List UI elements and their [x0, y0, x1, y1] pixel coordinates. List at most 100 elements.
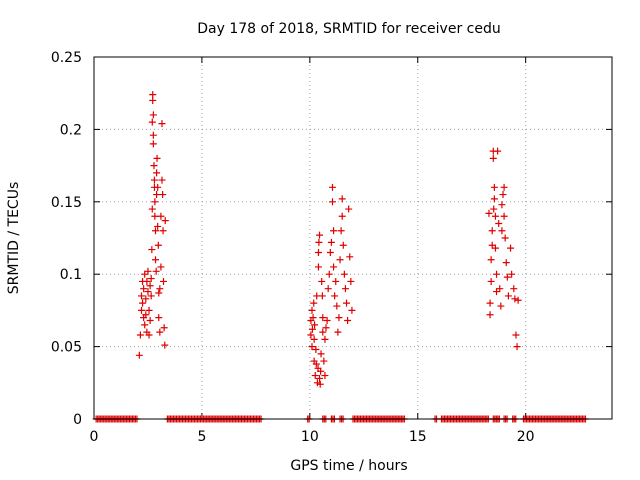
data-point	[340, 270, 348, 278]
data-point	[318, 277, 326, 285]
data-point	[155, 314, 163, 322]
data-point	[335, 314, 343, 322]
data-point	[499, 191, 507, 199]
data-point	[495, 220, 503, 228]
data-point	[328, 198, 336, 206]
ticks-layer: 0 0.05 0.1 0.15 0.2 0.25 0 5 10 15 20	[51, 50, 612, 445]
plot-frame	[93, 56, 613, 420]
data-point	[144, 288, 152, 296]
data-point	[500, 183, 508, 191]
data-point	[330, 227, 338, 235]
data-point	[331, 292, 339, 300]
data-point	[338, 212, 346, 220]
data-point	[317, 350, 325, 358]
y-axis-label: SRMTID / TECUs	[6, 182, 22, 295]
data-point	[157, 263, 165, 271]
data-point	[508, 270, 516, 278]
data-point	[327, 238, 335, 246]
data-point	[503, 273, 511, 281]
data-point	[308, 343, 316, 351]
data-point	[147, 275, 155, 283]
y-tick-label: 0.15	[51, 195, 82, 211]
data-point	[322, 324, 330, 332]
data-point	[146, 317, 154, 325]
data-point	[152, 256, 160, 264]
data-point	[490, 205, 498, 213]
data-point	[156, 328, 164, 336]
grid-layer	[94, 57, 612, 419]
data-point	[334, 328, 342, 336]
data-point	[504, 292, 512, 300]
chart-title: Day 178 of 2018, SRMTID for receiver ced…	[197, 21, 500, 37]
data-point	[309, 314, 317, 322]
data-point	[155, 289, 163, 297]
data-point	[341, 285, 349, 293]
data-point	[330, 263, 338, 271]
x-tick-label: 0	[90, 429, 99, 445]
data-point	[318, 292, 326, 300]
data-point	[149, 131, 157, 139]
data-point	[145, 306, 153, 314]
data-point	[142, 295, 150, 303]
data-point	[332, 277, 340, 285]
data-point	[141, 321, 149, 329]
data-point	[514, 296, 522, 304]
data-point	[308, 325, 316, 333]
data-point	[160, 324, 168, 332]
data-point	[507, 244, 515, 252]
data-point	[321, 372, 329, 380]
data-point	[149, 111, 157, 119]
data-point	[140, 285, 148, 293]
data-point	[511, 295, 519, 303]
data-point	[498, 227, 506, 235]
data-point	[315, 238, 323, 246]
data-point	[487, 277, 495, 285]
x-axis-label: GPS time / hours	[290, 458, 407, 474]
data-point	[150, 176, 158, 184]
data-point	[161, 217, 169, 225]
data-point	[148, 246, 156, 254]
data-point	[310, 299, 318, 307]
data-point	[154, 222, 162, 230]
data-point	[159, 277, 167, 285]
data-point	[328, 183, 336, 191]
data-point	[319, 328, 327, 336]
data-point	[323, 317, 331, 325]
data-point	[337, 227, 345, 235]
data-point	[316, 374, 324, 382]
data-point	[153, 154, 161, 162]
data-point	[154, 183, 162, 191]
data-point	[312, 345, 320, 353]
data-point	[144, 267, 152, 275]
x-tick-label: 20	[517, 429, 535, 445]
data-point	[487, 256, 495, 264]
data-point	[321, 335, 329, 343]
data-point	[147, 292, 155, 300]
data-point	[149, 96, 157, 104]
data-point	[346, 253, 354, 261]
y-tick-label: 0.05	[51, 340, 82, 356]
data-point	[490, 183, 498, 191]
y-tick-label: 0.25	[51, 50, 82, 66]
data-point	[148, 205, 156, 213]
data-point	[491, 212, 499, 220]
data-point	[311, 321, 319, 329]
data-point	[148, 118, 156, 126]
data-point	[345, 205, 353, 213]
data-point	[510, 285, 518, 293]
x-tick-label: 15	[409, 429, 427, 445]
data-point	[154, 241, 162, 249]
y-tick-label: 0.1	[60, 267, 82, 283]
data-point	[137, 306, 145, 314]
data-point	[348, 306, 356, 314]
data-point	[307, 331, 315, 339]
data-point	[316, 380, 324, 388]
x-tick-label: 10	[301, 429, 319, 445]
data-point	[488, 227, 496, 235]
data-point	[319, 314, 327, 322]
data-point	[317, 367, 325, 375]
data-point	[149, 140, 157, 148]
data-point	[343, 299, 351, 307]
y-tick-label: 0	[73, 412, 82, 428]
